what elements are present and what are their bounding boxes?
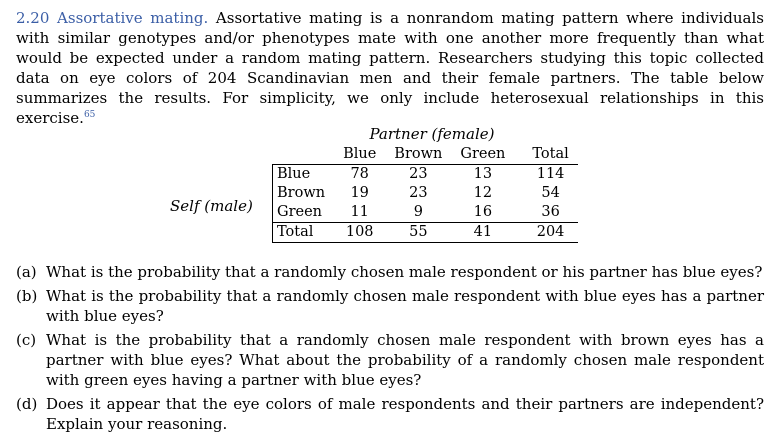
question-list: (a) What is the probability that a rando…: [16, 262, 764, 438]
table-corner: [273, 145, 335, 165]
question-label: (b): [16, 287, 38, 305]
table-cell-total: 55: [385, 222, 452, 243]
table-cell-grand-total: 204: [514, 222, 578, 243]
table-cell-total: 41: [451, 222, 515, 243]
table-column-group-label: Partner (female): [369, 125, 495, 143]
table-cell: 12: [473, 185, 493, 201]
question-item: (d) Does it appear that the eye colors o…: [16, 394, 764, 434]
row-header-brown: Brown: [272, 184, 335, 203]
table-cell-total: 114: [514, 164, 578, 184]
table-cell-total: 108: [334, 222, 386, 243]
question-item: (b) What is the probability that a rando…: [16, 286, 764, 326]
table-cell: 13: [451, 164, 515, 184]
question-text: Does it appear that the eye colors of ma…: [46, 395, 764, 433]
table-cell: 23: [409, 185, 428, 201]
row-header-total: Total: [272, 222, 335, 243]
question-item: (a) What is the probability that a rando…: [16, 262, 764, 282]
table-cell: 11: [350, 204, 369, 220]
col-header-brown: Brown: [385, 145, 452, 165]
table-row: Blue 78 23 13 114: [272, 164, 578, 184]
col-header-blue: Blue: [334, 145, 386, 165]
table-row-total: Total 108 55 41 204: [272, 222, 578, 243]
exercise-text: Assortative mating is a nonrandom mating…: [16, 9, 764, 127]
row-header-blue: Blue: [272, 164, 335, 184]
table-cell: 16: [473, 204, 493, 220]
table-row-group-label: Self (male): [170, 197, 253, 215]
question-text: What is the probability that a randomly …: [46, 331, 764, 389]
question-item: (c) What is the probability that a rando…: [16, 330, 764, 390]
exercise-intro: 2.20 Assortative mating. Assortative mat…: [16, 8, 764, 128]
table-cell: 9: [413, 204, 423, 220]
footnote-ref: 65: [83, 110, 96, 120]
exercise-title: Assortative mating.: [57, 9, 209, 27]
table-row: Green 11 9 16 36: [272, 203, 578, 223]
table-cell-total: 36: [541, 204, 560, 220]
question-label: (a): [16, 263, 37, 281]
table-cell: 23: [385, 164, 452, 184]
table-row: Brown 19 23 12 54: [272, 184, 578, 203]
row-header-green: Green: [272, 203, 335, 223]
contingency-table: Blue Brown Green Total Blue 78 23 13 114…: [272, 145, 578, 243]
question-label: (d): [16, 395, 38, 413]
question-label: (c): [16, 331, 37, 349]
exercise-number: 2.20: [16, 9, 50, 27]
col-header-green: Green: [451, 145, 515, 165]
question-text: What is the probability that a randomly …: [46, 263, 763, 281]
table-cell: 78: [334, 164, 386, 184]
question-text: What is the probability that a randomly …: [46, 287, 764, 325]
table-cell-total: 54: [541, 185, 560, 201]
table-cell: 19: [350, 185, 369, 201]
col-header-total: Total: [514, 145, 578, 165]
